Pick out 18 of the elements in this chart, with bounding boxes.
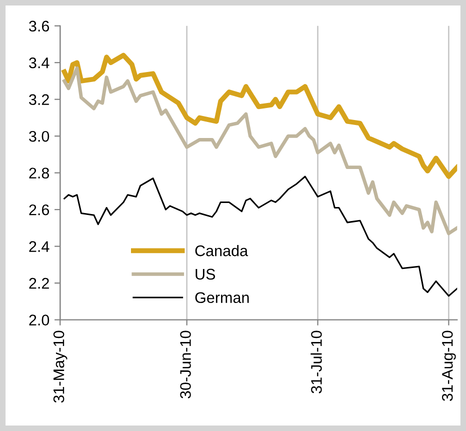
x-tick-label: 30-Jun-10 — [180, 330, 191, 398]
y-tick-label: 2.0 — [29, 314, 50, 326]
legend-label: German — [195, 292, 249, 304]
line-series — [62, 66, 458, 236]
x-tick-label: 31-Aug-10 — [442, 330, 456, 401]
legend-label: US — [196, 268, 216, 280]
x-tick-label: 31-Jul-10 — [310, 330, 322, 394]
y-tick-label: 2.4 — [29, 241, 50, 252]
y-tick-label: 3.0 — [29, 130, 50, 142]
y-tick-label: 2.2 — [29, 278, 49, 289]
y-tick-label: 3.6 — [29, 20, 50, 32]
legend-label: Canada — [195, 244, 248, 256]
y-tick-label: 2.6 — [29, 204, 50, 216]
y-tick-label: 3.4 — [29, 57, 50, 68]
x-tick-label: 31-May-10 — [53, 330, 68, 403]
line-series — [62, 52, 458, 179]
y-tick-label: 2.8 — [29, 168, 50, 179]
y-tick-label: 3.2 — [29, 94, 49, 106]
